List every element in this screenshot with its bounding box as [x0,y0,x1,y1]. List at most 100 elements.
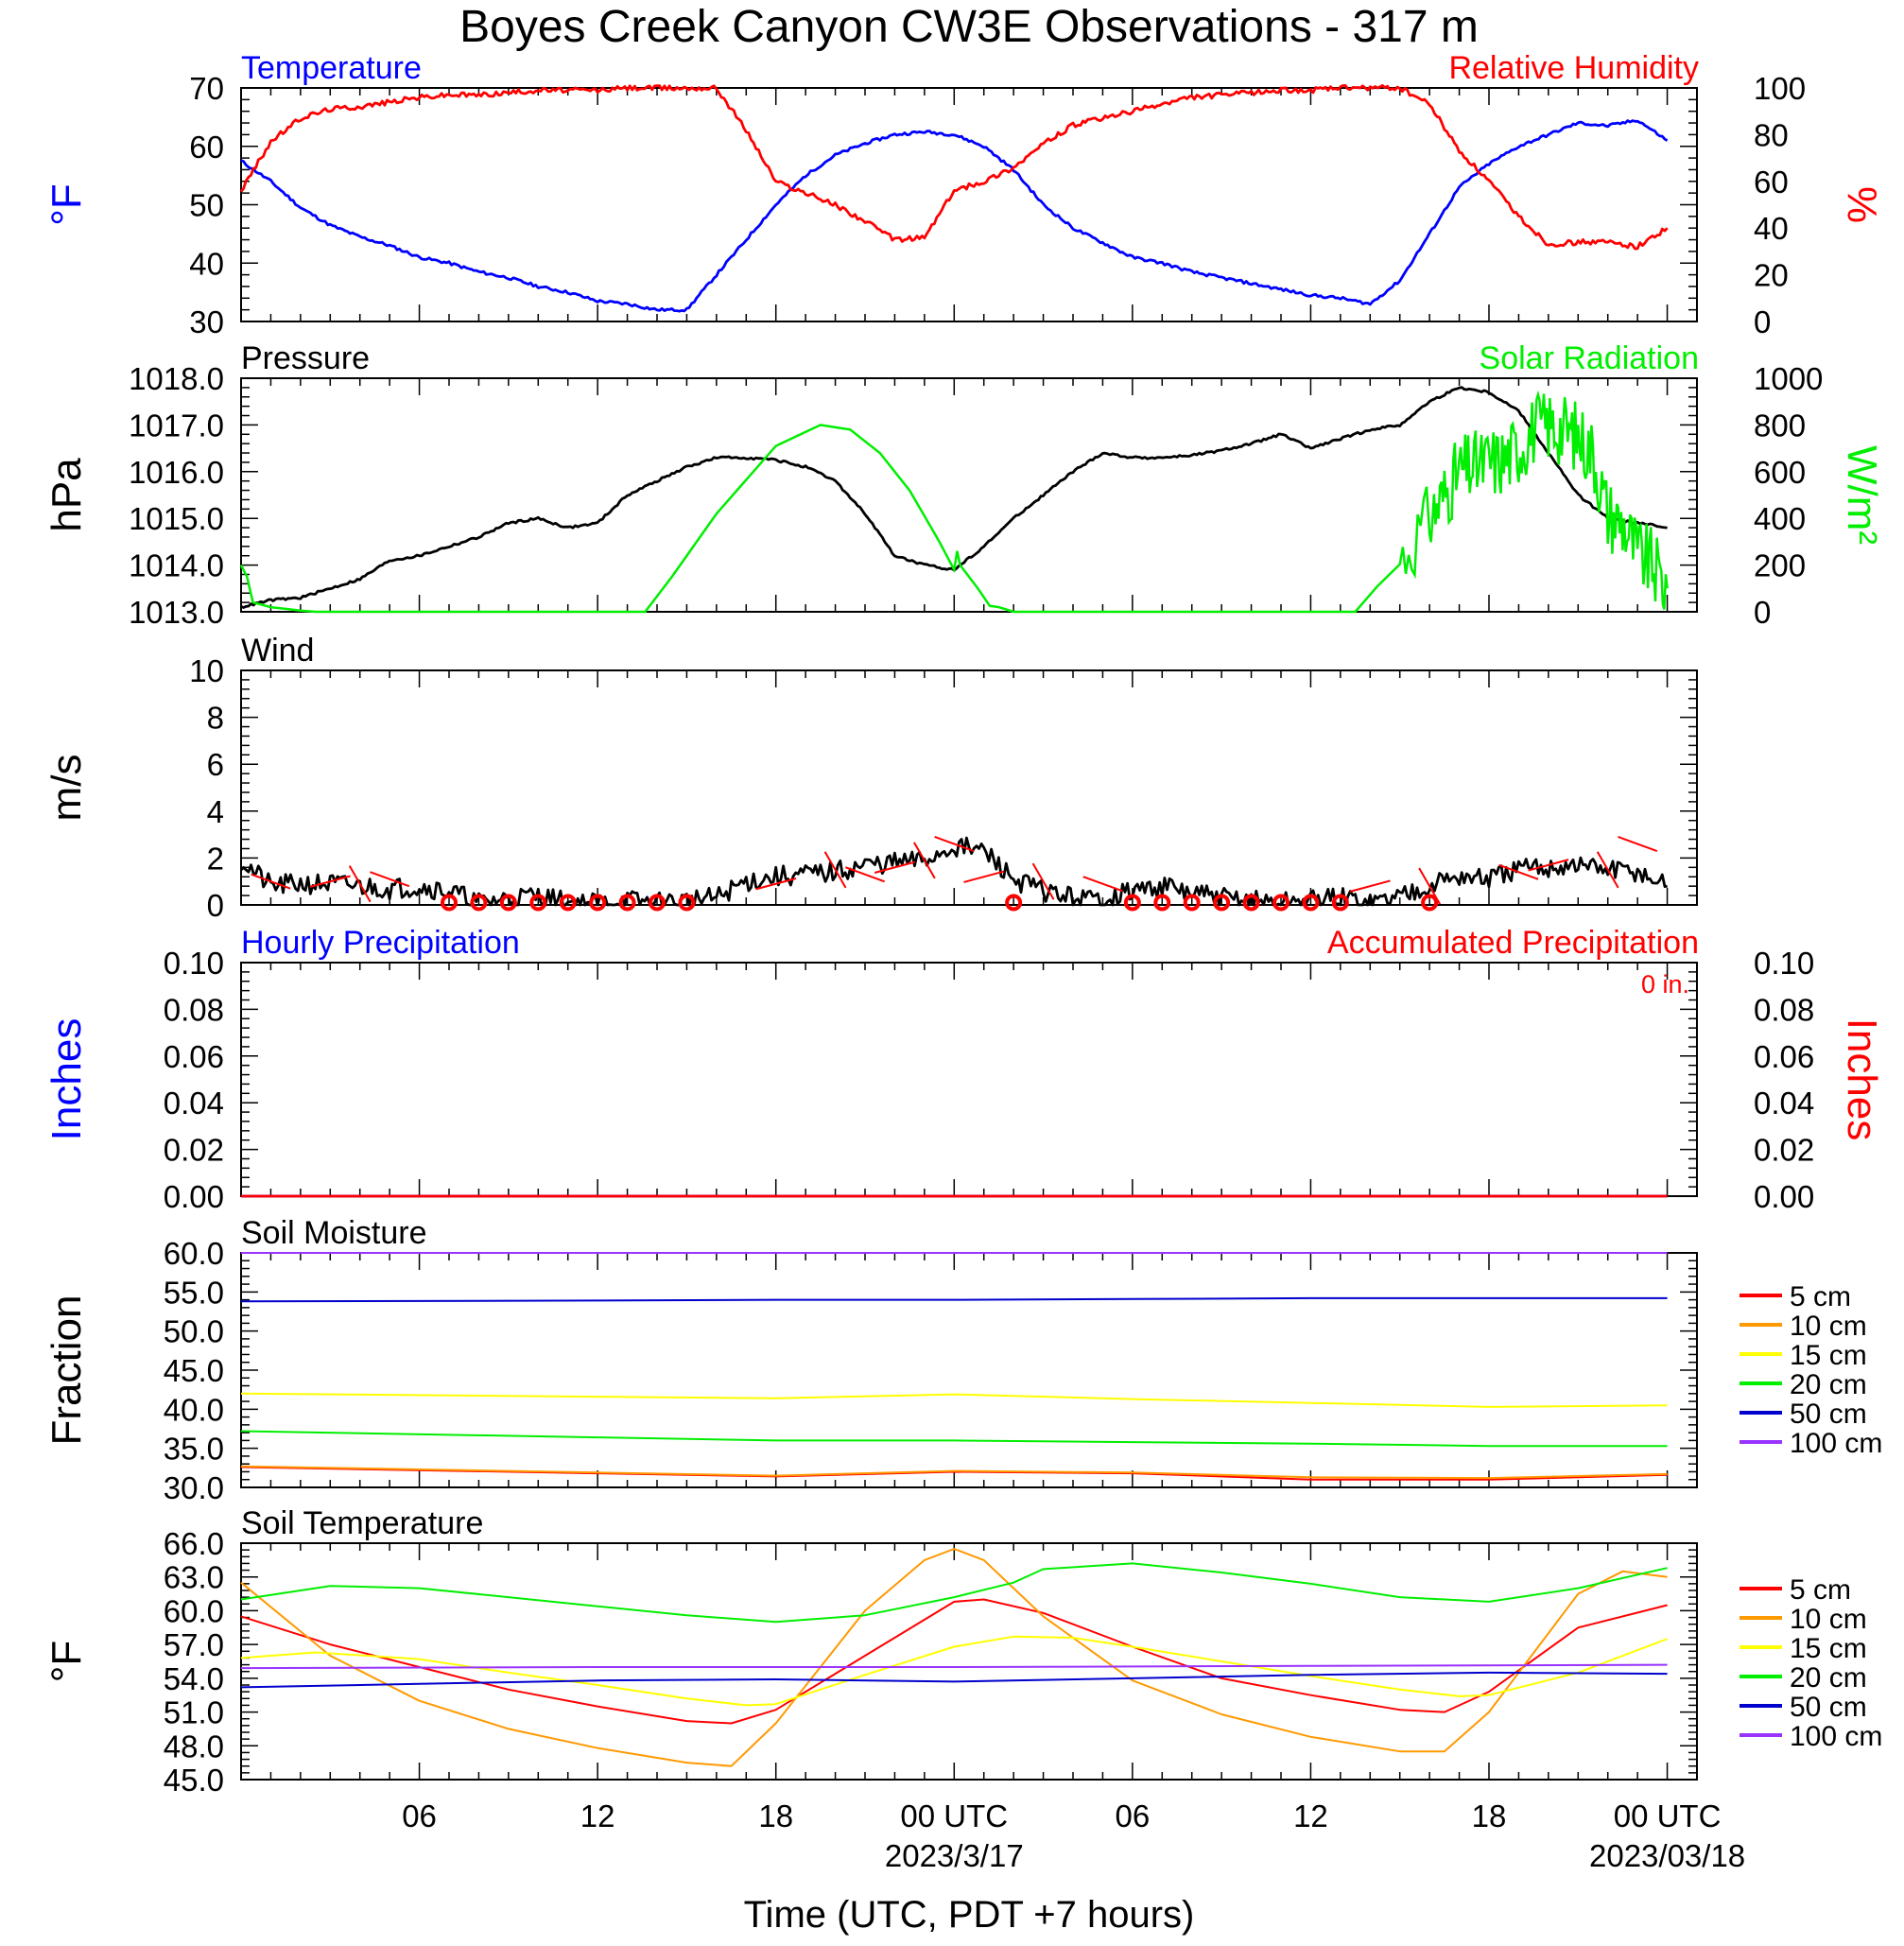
pressure-solar-ytick-label-left: 1015.0 [129,501,224,536]
soil-temperature-ytick-label-left: 57.0 [164,1627,224,1662]
temperature-rh-ytick-label-right: 0 [1754,304,1771,339]
precipitation-title-right: Accumulated Precipitation [1327,925,1699,961]
legend-entry-soil-moisture: 15 cm [1790,1340,1867,1371]
soil-temperature-ytick-label-left: 66.0 [164,1526,224,1561]
precipitation-panel-frame [240,962,1698,1197]
wind-direction-barb [963,870,1005,883]
series-line-soil-moisture-1 [240,1465,1668,1480]
wind-calm-marker [529,894,547,912]
soil-moisture-ylabel-left: Fraction [43,1295,90,1446]
wind-calm-marker [441,894,458,912]
legend-entry-soil-temperature: 15 cm [1790,1633,1867,1664]
pressure-solar-panel-frame [240,377,1698,613]
wind-calm-marker [1213,894,1231,912]
temperature-rh-ytick-label-right: 80 [1754,117,1789,152]
series-line-soil-temperature-4 [240,1671,1668,1689]
wind-direction-barb [1082,876,1123,893]
legend-entry-soil-temperature: 50 cm [1790,1692,1867,1723]
temperature-rh-ytick-label-left: 50 [189,188,224,223]
wind-ytick-label-left: 6 [207,747,224,782]
wind-direction-barb [370,871,410,888]
wind-calm-marker [1123,894,1141,912]
wind-ytick-label-left: 2 [207,841,224,876]
soil-temperature-ytick-label-left: 60.0 [164,1593,224,1628]
soil-moisture-ytick-label-left: 45.0 [164,1353,224,1388]
temperature-rh-ylabel-right: % [1839,186,1885,223]
precipitation-ytick-label-left: 0.04 [164,1086,224,1121]
wind-calm-marker [1331,894,1349,912]
soil-moisture-ytick-label-left: 40.0 [164,1392,224,1427]
wind-calm-marker [649,894,666,912]
pressure-solar-ytick-label-right: 400 [1754,501,1806,536]
series-line-soil-moisture-4 [240,1296,1668,1303]
wind-direction-barb [1596,851,1619,889]
precipitation-ytick-label-left: 0.08 [164,992,224,1027]
soil-moisture-ytick-label-left: 50.0 [164,1314,224,1349]
series-line-temperature-rh-1 [239,84,1669,251]
wind-panel-frame [240,669,1698,906]
precipitation-ylabel-right: Inches [1839,1018,1885,1141]
soil-temperature-ytick-label-left: 63.0 [164,1560,224,1595]
x-axis-label: Time (UTC, PDT +7 hours) [744,1894,1195,1936]
wind-calm-marker [1302,894,1320,912]
wind-direction-barb [1418,867,1442,905]
precipitation-ytick-label-right: 0.00 [1754,1179,1814,1214]
temperature-rh-ytick-label-left: 70 [189,71,224,106]
wind-ytick-label-left: 4 [207,794,224,829]
precipitation-ytick-label-left: 0.06 [164,1039,224,1074]
series-line-soil-temperature-0 [240,1598,1668,1725]
wind-direction-barb [874,860,915,874]
series-line-soil-temperature-1 [240,1548,1668,1767]
legend-entry-soil-moisture: 50 cm [1790,1399,1867,1430]
legend-entry-soil-temperature: 100 cm [1790,1721,1882,1752]
x-tick-date-label: 2023/03/18 [1589,1838,1745,1873]
soil-temperature-ytick-label-left: 45.0 [164,1763,224,1798]
series-line-soil-temperature-2 [240,1635,1668,1707]
precipitation-title-left: Hourly Precipitation [241,925,520,961]
wind-calm-marker [1272,894,1290,912]
temperature-rh-ytick-label-right: 100 [1754,71,1806,106]
soil-moisture-panel-frame [240,1252,1698,1488]
wind-ytick-label-left: 0 [207,888,224,923]
wind-direction-barb [348,865,372,903]
soil-moisture-ytick-label-left: 60.0 [164,1236,224,1271]
wind-calm-marker [618,894,636,912]
x-tick-label: 18 [1472,1798,1507,1833]
x-tick-label: 00 UTC [1614,1798,1722,1833]
wind-direction-barb [934,836,975,852]
x-tick-label: 06 [1115,1798,1150,1833]
legend-entry-soil-temperature: 20 cm [1790,1662,1867,1694]
temperature-rh-ylabel-left: °F [43,183,90,225]
series-line-soil-moisture-3 [240,1430,1668,1448]
soil-temperature-ylabel-left: °F [43,1641,90,1682]
wind-calm-marker [559,894,577,912]
pressure-solar-ytick-label-left: 1014.0 [129,548,224,583]
wind-ylabel-left: m/s [43,755,90,822]
soil-moisture-title-left: Soil Moisture [241,1215,427,1251]
pressure-solar-ytick-label-right: 1000 [1754,361,1823,396]
pressure-solar-ytick-label-left: 1013.0 [129,595,224,630]
x-tick-label: 12 [1293,1798,1328,1833]
temperature-rh-ytick-label-left: 60 [189,130,224,165]
pressure-solar-ylabel-right: W/m² [1839,445,1885,545]
x-tick-date-label: 2023/3/17 [885,1838,1024,1873]
pressure-solar-ytick-label-left: 1017.0 [129,408,224,443]
wind-direction-barb [1498,863,1539,880]
wind-title-left: Wind [241,633,314,669]
legend-entry-soil-temperature: 5 cm [1790,1574,1851,1606]
wind-calm-marker [589,894,607,912]
soil-moisture-ytick-label-left: 35.0 [164,1432,224,1467]
soil-temperature-panel-frame [240,1542,1698,1781]
precipitation-ytick-label-right: 0.04 [1754,1086,1814,1121]
wind-direction-barb [251,873,291,890]
wind-direction-barb [912,842,936,879]
series-line-wind-0 [240,836,1668,907]
temperature-rh-ytick-label-left: 30 [189,304,224,339]
wind-direction-barb [823,851,847,889]
temperature-rh-ytick-label-right: 60 [1754,165,1789,200]
legend-entry-soil-temperature: 10 cm [1790,1604,1867,1635]
precipitation-ytick-label-right: 0.06 [1754,1039,1814,1074]
temperature-rh-title-right: Relative Humidity [1448,50,1699,86]
legend-entry-soil-moisture: 100 cm [1790,1428,1882,1459]
